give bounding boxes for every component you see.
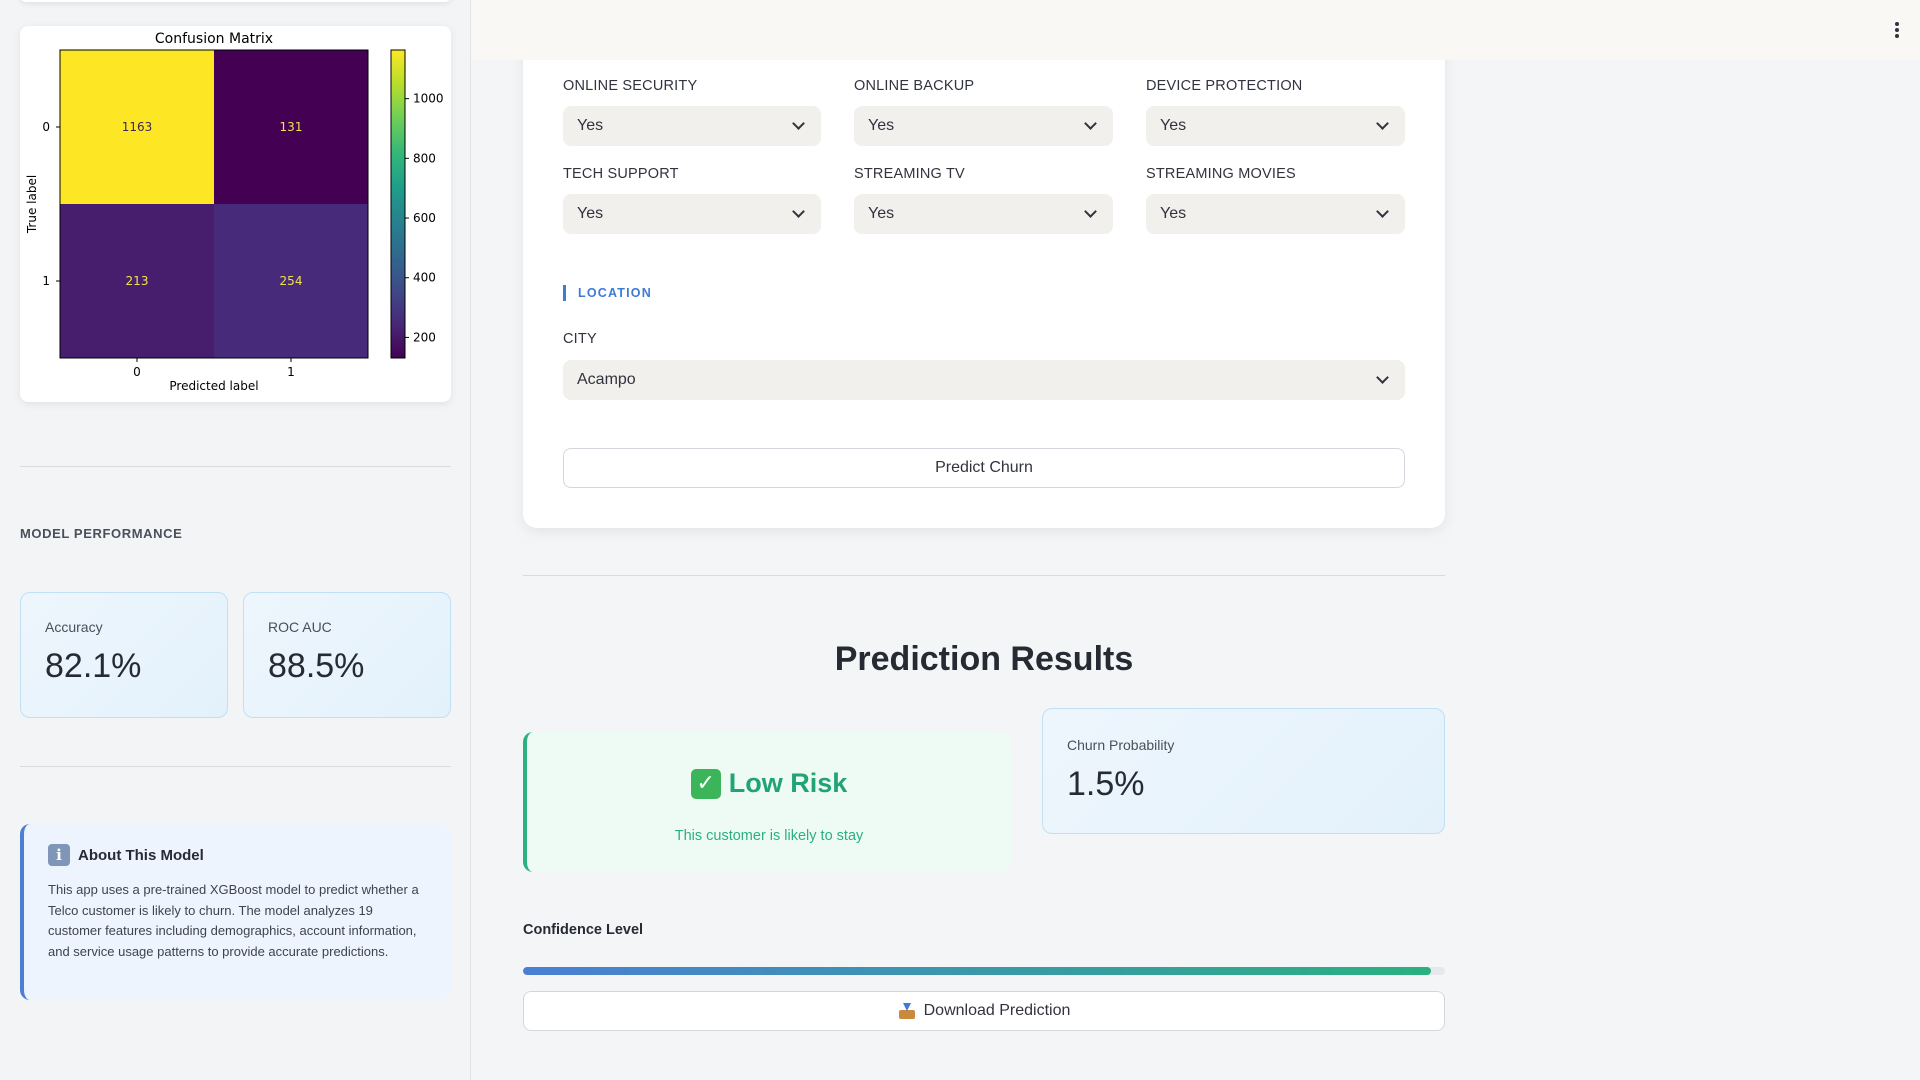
online-security-label: ONLINE SECURITY	[563, 78, 698, 94]
x-tick-label: 1	[287, 365, 295, 379]
chevron-down-icon	[792, 205, 805, 218]
sidebar-divider	[20, 466, 451, 467]
city-select[interactable]: Acampo	[563, 360, 1405, 400]
city-label: CITY	[563, 331, 597, 347]
churn-probability-card: Churn Probability 1.5%	[1042, 708, 1445, 834]
matrix-cell	[60, 204, 214, 358]
about-model-title: About This Model	[78, 846, 204, 864]
confusion-matrix-chart: Confusion Matrix 1163 131 213 254 0 1 0 1 Predict…	[25, 31, 444, 393]
colorbar-tick-label: 1000	[413, 92, 444, 106]
roc-auc-value: 88.5%	[268, 647, 365, 685]
online-security-value: Yes	[577, 117, 604, 134]
streaming-movies-value: Yes	[1160, 205, 1187, 222]
cell-value-label: 1163	[122, 120, 153, 134]
y-tick-label: 0	[42, 120, 50, 134]
colorbar-tick-label: 800	[413, 151, 436, 165]
streaming-tv-select[interactable]: Yes	[854, 194, 1113, 234]
churn-probability-value: 1.5%	[1067, 765, 1145, 803]
risk-subtext: This customer is likely to stay	[674, 828, 864, 844]
main-divider	[523, 575, 1445, 576]
accuracy-value: 82.1%	[45, 647, 142, 685]
tech-support-label: TECH SUPPORT	[563, 166, 679, 182]
chevron-down-icon	[1084, 117, 1097, 130]
confidence-progress-fill	[523, 967, 1432, 975]
chevron-down-icon	[1376, 371, 1389, 384]
colorbar	[390, 49, 406, 359]
matrix-cell	[60, 50, 214, 204]
chevron-down-icon	[1376, 205, 1389, 218]
location-section-title: LOCATION	[563, 285, 652, 301]
matrix-cell	[214, 204, 368, 358]
accuracy-label: Accuracy	[45, 619, 103, 635]
download-icon	[898, 1003, 916, 1019]
matrix-border	[59, 49, 369, 359]
about-model-header: i About This Model	[48, 844, 429, 866]
accuracy-metric-card: Accuracy 82.1%	[20, 592, 228, 718]
x-axis-label: Predicted label	[169, 379, 258, 393]
streaming-tv-value: Yes	[868, 205, 895, 222]
streaming-movies-label: STREAMING MOVIES	[1146, 166, 1296, 182]
confusion-matrix-card: Confusion Matrix 1163 131 213 254 0 1 0 1 Predict…	[20, 26, 451, 402]
online-security-select[interactable]: Yes	[563, 106, 821, 146]
confidence-progress-bar	[523, 967, 1445, 975]
y-axis-label: True label	[25, 175, 39, 234]
info-icon: i	[48, 844, 70, 866]
chevron-down-icon	[1376, 117, 1389, 130]
city-value: Acampo	[577, 371, 636, 388]
colorbar-tick-label: 600	[413, 211, 436, 225]
x-tick-label: 0	[133, 365, 141, 379]
colorbar-tick-label: 400	[413, 271, 436, 285]
y-tick-label: 1	[42, 274, 50, 288]
cell-value-label: 213	[126, 274, 149, 288]
matrix-cell	[214, 50, 368, 204]
chevron-down-icon	[1084, 205, 1097, 218]
streaming-movies-select[interactable]: Yes	[1146, 194, 1405, 234]
confidence-level-label: Confidence Level	[523, 922, 644, 938]
online-backup-label: ONLINE BACKUP	[854, 78, 975, 94]
cell-value-label: 254	[280, 274, 303, 288]
roc-auc-metric-card: ROC AUC 88.5%	[243, 592, 451, 718]
colorbar-tick-label: 200	[413, 330, 436, 344]
streaming-tv-label: STREAMING TV	[854, 166, 965, 182]
roc-auc-label: ROC AUC	[268, 619, 332, 635]
check-icon: ✓	[690, 768, 721, 799]
device-protection-select[interactable]: Yes	[1146, 106, 1405, 146]
sidebar-divider	[20, 766, 451, 767]
chevron-down-icon	[792, 117, 805, 130]
device-protection-label: DEVICE PROTECTION	[1146, 78, 1303, 94]
churn-probability-label: Churn Probability	[1067, 737, 1175, 753]
online-backup-select[interactable]: Yes	[854, 106, 1113, 146]
sidebar: Confusion Matrix 1163 131 213 254 0 1 0 1 Predict…	[0, 0, 471, 1080]
risk-card: ✓ Low Risk This customer is likely to st…	[523, 732, 1011, 872]
sidebar-top-card	[20, 0, 451, 2]
device-protection-value: Yes	[1160, 117, 1187, 134]
tech-support-select[interactable]: Yes	[563, 194, 821, 234]
about-model-box: i About This Model This app uses a pre-t…	[20, 824, 451, 1000]
model-performance-title: MODEL PERFORMANCE	[20, 526, 183, 541]
about-model-text: This app uses a pre-trained XGBoost mode…	[48, 882, 419, 959]
customer-form-card	[523, 20, 1445, 528]
tech-support-value: Yes	[577, 205, 604, 222]
risk-label: Low Risk	[728, 768, 848, 798]
online-backup-value: Yes	[868, 117, 895, 134]
cell-value-label: 131	[280, 120, 303, 134]
download-prediction-button[interactable]: Download Prediction	[523, 991, 1445, 1031]
predict-churn-button[interactable]: Predict Churn	[563, 448, 1405, 488]
top-header	[471, 0, 1920, 60]
chart-title: Confusion Matrix	[155, 31, 273, 47]
risk-header: ✓ Low Risk	[527, 768, 1011, 799]
main-menu-kebab-icon[interactable]	[1892, 20, 1902, 40]
prediction-results-title: Prediction Results	[834, 640, 1134, 678]
download-prediction-label: Download Prediction	[923, 1002, 1071, 1019]
